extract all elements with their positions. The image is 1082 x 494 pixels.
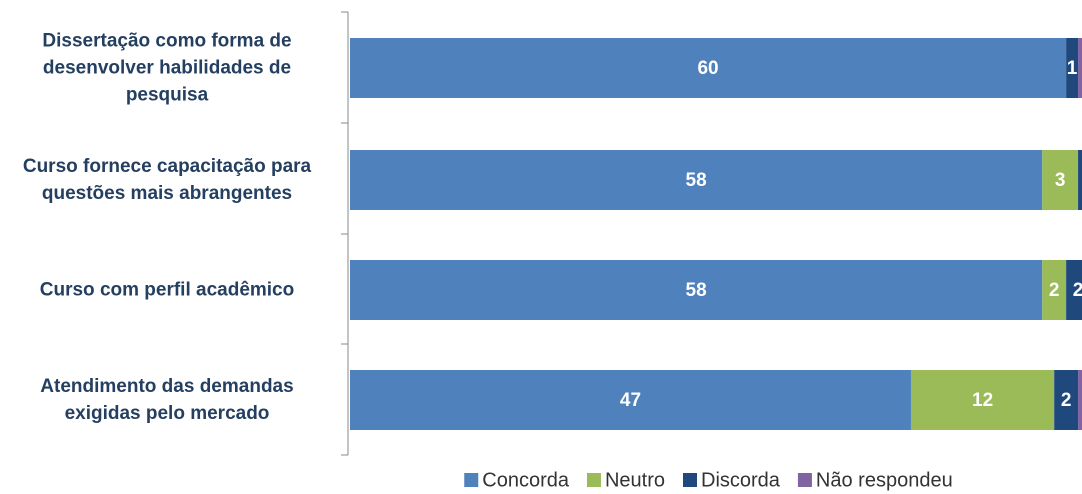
bar-segment [1042,260,1067,320]
data-label: 2 [1061,390,1072,411]
legend-label: Discorda [701,469,781,491]
bar-segment [1066,38,1079,98]
axis-ticks [341,11,348,456]
bar-segment [350,260,1043,320]
data-label: 2 [1049,280,1060,301]
legend-swatch [586,473,601,487]
legend-swatch [464,473,479,487]
bar-segment [1078,150,1082,210]
bar-segment [910,370,1055,430]
legend-swatch [797,473,812,487]
bar-segment [350,150,1043,210]
data-label: 2 [1073,280,1082,301]
data-label: 47 [620,390,641,411]
bar-segment [350,370,911,430]
data-label: 12 [972,390,993,411]
data-label: 58 [686,170,707,191]
category-label: Curso com perfil acadêmico [39,279,295,301]
category-label: Curso fornece capacitação para questões … [22,156,312,204]
bar-segment [350,38,1067,98]
legend-label: Neutro [605,469,665,491]
category-label: Atendimento das demandas exigidas pelo m… [40,376,294,424]
data-label: 58 [686,280,707,301]
legend-label: Concorda [482,469,570,491]
bar-segment [1078,38,1082,98]
legend-label: Não respondeu [816,469,953,491]
bar-segment [1054,370,1079,430]
data-label: 60 [697,58,718,79]
bar-segment [1042,150,1079,210]
bar-segment [1078,370,1082,430]
data-label: 1 [1067,58,1078,79]
category-label: Dissertação como forma de desenvolver ha… [42,30,292,106]
legend-swatch [683,473,697,487]
bar-segment [1066,260,1082,320]
data-label: 3 [1055,170,1066,191]
